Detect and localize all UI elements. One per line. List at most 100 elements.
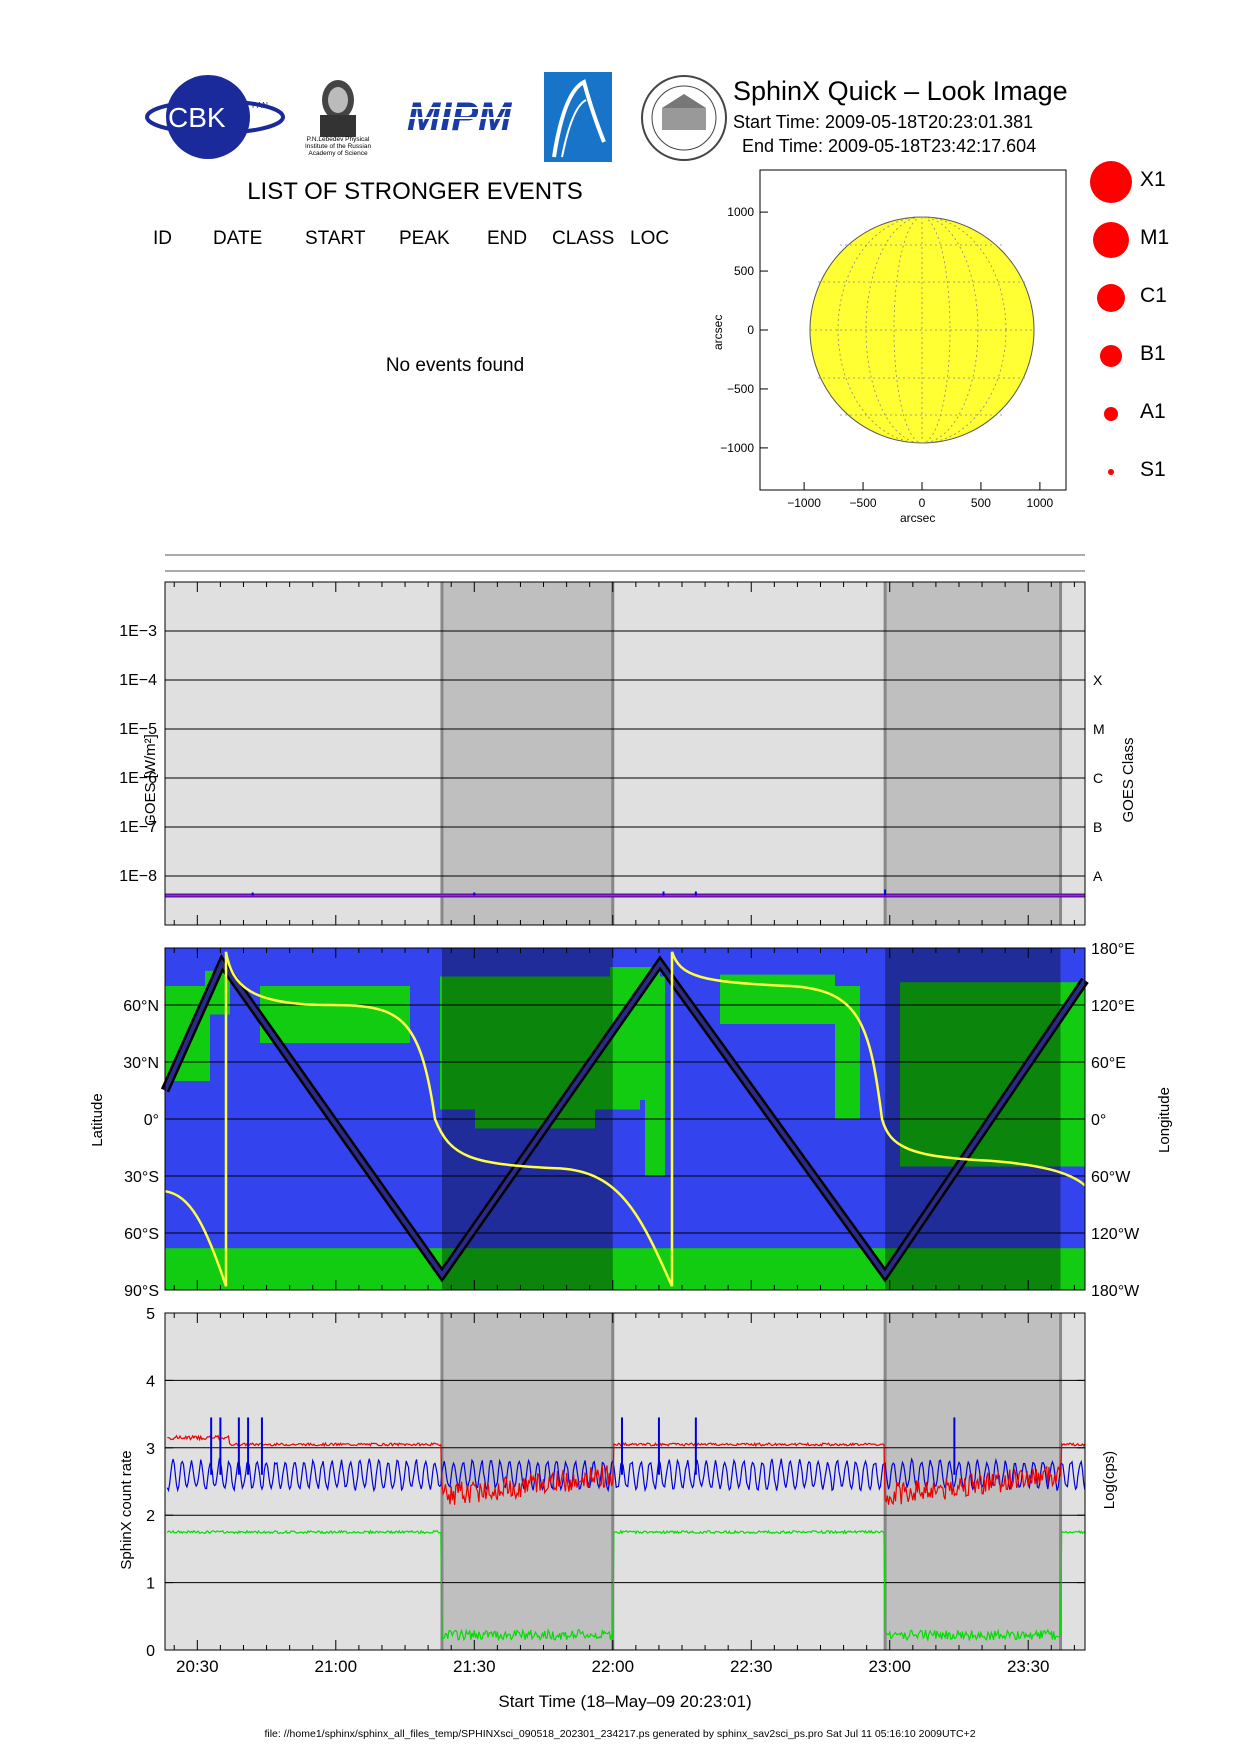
legend-dot-c1 [1097, 284, 1125, 312]
xtick-label: 22:00 [591, 1657, 634, 1676]
sphinx-ylabel-right: Log(cps) [1101, 1451, 1118, 1509]
sphinx-panel: 0 1 2 3 4 5 20:30 21:00 21:30 22:00 22:30 23:00 23:3… [146, 1306, 1086, 1676]
col-id: ID [153, 228, 172, 249]
latitude-tick-label: 30°S [124, 1169, 159, 1186]
sun-ytick-label: 1000 [727, 205, 754, 219]
longitude-ylabel: Longitude [1156, 1087, 1173, 1153]
goes-class-label: M [1093, 721, 1105, 737]
longitude-tick-label: 120°E [1091, 998, 1135, 1015]
sphinx-ytick-label: 2 [146, 1508, 155, 1525]
longitude-curve [670, 951, 1086, 1187]
legend-label-x1: X1 [1140, 168, 1166, 191]
end-time: End Time: 2009-05-18T23:42:17.604 [742, 136, 1037, 156]
sphinx-frame [164, 1312, 1086, 1651]
latitude-ylabel: Latitude [89, 1093, 106, 1146]
legend-dot-m1 [1093, 222, 1129, 258]
eclipse-shade [885, 582, 1061, 925]
solar-grid [810, 216, 1034, 444]
xtick-label: 21:30 [453, 1657, 496, 1676]
longitude-tick-label: 180°E [1091, 941, 1135, 958]
lebedev-logo [320, 80, 356, 137]
sun-ytick-label: −500 [727, 382, 754, 396]
legend-dot-a1 [1104, 407, 1118, 421]
xtick-label: 22:30 [730, 1657, 773, 1676]
sun-xtick-label: 500 [971, 496, 991, 510]
col-class: CLASS [552, 228, 615, 249]
sphinx-series-red [167, 1434, 1086, 1506]
sun-ytick-label: 500 [734, 264, 754, 278]
legend-dot-s1 [1108, 469, 1114, 475]
no-events-message: No events found [385, 355, 525, 376]
goes-ylabel: GOES [W/m²] [142, 734, 159, 826]
legend-label-m1: M1 [1140, 226, 1170, 249]
latitude-tick-label: 60°N [123, 998, 159, 1015]
longitude-curve [164, 1189, 228, 1287]
latitude-tick-label: 60°S [124, 1226, 159, 1243]
sun-xtick-label: −1000 [787, 496, 821, 510]
sun-map-ticks: −1000 −1000 −500 −500 0 0 500 500 1000 1000 [720, 205, 1053, 510]
longitude-tick-label: 0° [1091, 1112, 1106, 1129]
sun-xtick-label: −500 [850, 496, 877, 510]
longitude-tick-label: 60°W [1091, 1169, 1131, 1186]
start-time: Start Time: 2009-05-18T20:23:01.381 [733, 112, 1034, 132]
col-end: END [487, 228, 528, 249]
sphinx-series-blue [166, 1457, 1086, 1493]
sphinx-series-green [166, 1529, 1085, 1642]
legend-label-c1: C1 [1140, 284, 1167, 307]
footer: file: //home1/sphinx/sphinx_all_files_te… [264, 1728, 976, 1740]
goes-frame [164, 581, 1086, 926]
sun-map-xlabel: arcsec [900, 511, 935, 525]
latitude-panel: 90°S 60°S 30°S 0° 30°N 60°N 180°W 120°W 60°W 0° 60… [123, 941, 1140, 1300]
land-south-2 [165, 1271, 1085, 1290]
legend-label-s1: S1 [1140, 458, 1166, 481]
legend-label-a1: A1 [1140, 400, 1166, 423]
sun-map-ylabel: arcsec [711, 315, 725, 350]
lebedev-caption: P.N.Lebedev Physical Institute of the Ru… [304, 136, 372, 157]
mpm-logo: MIPM [405, 95, 525, 139]
eclipse-shade [441, 582, 613, 925]
goes-ytick-label: 1E−8 [119, 868, 157, 885]
xtick-label: 23:30 [1007, 1657, 1050, 1676]
land-mass [260, 986, 410, 1043]
page-title: SphinX Quick – Look Image [733, 76, 1068, 106]
observatory-logo [544, 72, 612, 162]
sphinx-ytick-label: 1 [146, 1576, 155, 1593]
sphinx-ytick-label: 3 [146, 1441, 155, 1458]
sphinx-ytick-label: 0 [146, 1643, 155, 1660]
sun-xtick-label: 1000 [1027, 496, 1054, 510]
sun-ytick-label: −1000 [720, 441, 754, 455]
cbk-logo-sub: PAN [252, 101, 268, 110]
events-title: LIST OF STRONGER EVENTS [247, 178, 583, 205]
xtick-label: 20:30 [176, 1657, 219, 1676]
university-seal [641, 75, 727, 161]
sphinx-ytick-label: 4 [146, 1373, 155, 1390]
land-mass [835, 986, 860, 1119]
col-date: DATE [213, 228, 263, 249]
legend-dot-x1 [1090, 161, 1132, 203]
col-peak: PEAK [399, 228, 450, 249]
time-xlabel: Start Time (18–May–09 20:23:01) [498, 1692, 751, 1711]
goes-ytick-label: 1E−4 [119, 672, 157, 689]
latitude-tick-label: 0° [144, 1112, 159, 1129]
xtick-label: 23:00 [868, 1657, 911, 1676]
longitude-tick-label: 60°E [1091, 1055, 1126, 1072]
goes-class-label: C [1093, 770, 1103, 786]
sun-ytick-label: 0 [747, 323, 754, 337]
longitude-tick-label: 180°W [1091, 1283, 1140, 1300]
sun-xtick-label: 0 [919, 496, 926, 510]
goes-class-label: X [1093, 672, 1103, 688]
goes-ytick-label: 1E−3 [119, 623, 157, 640]
goes-ytick-label: 1E−5 [119, 721, 157, 738]
sphinx-ytick-label: 5 [146, 1306, 155, 1323]
goes-class-label: A [1093, 868, 1103, 884]
goes-ylabel-right: GOES Class [1120, 737, 1137, 822]
legend-dot-b1 [1100, 345, 1122, 367]
latitude-tick-label: 30°N [123, 1055, 159, 1072]
goes-ytick-label: 1E−6 [119, 770, 157, 787]
longitude-tick-label: 120°W [1091, 1226, 1140, 1243]
xtick-label: 21:00 [315, 1657, 358, 1676]
goes-class-label: B [1093, 819, 1102, 835]
orbit-track [163, 959, 1087, 1279]
col-loc: LOC [630, 228, 670, 249]
cbk-logo: CBK PAN [145, 75, 285, 159]
